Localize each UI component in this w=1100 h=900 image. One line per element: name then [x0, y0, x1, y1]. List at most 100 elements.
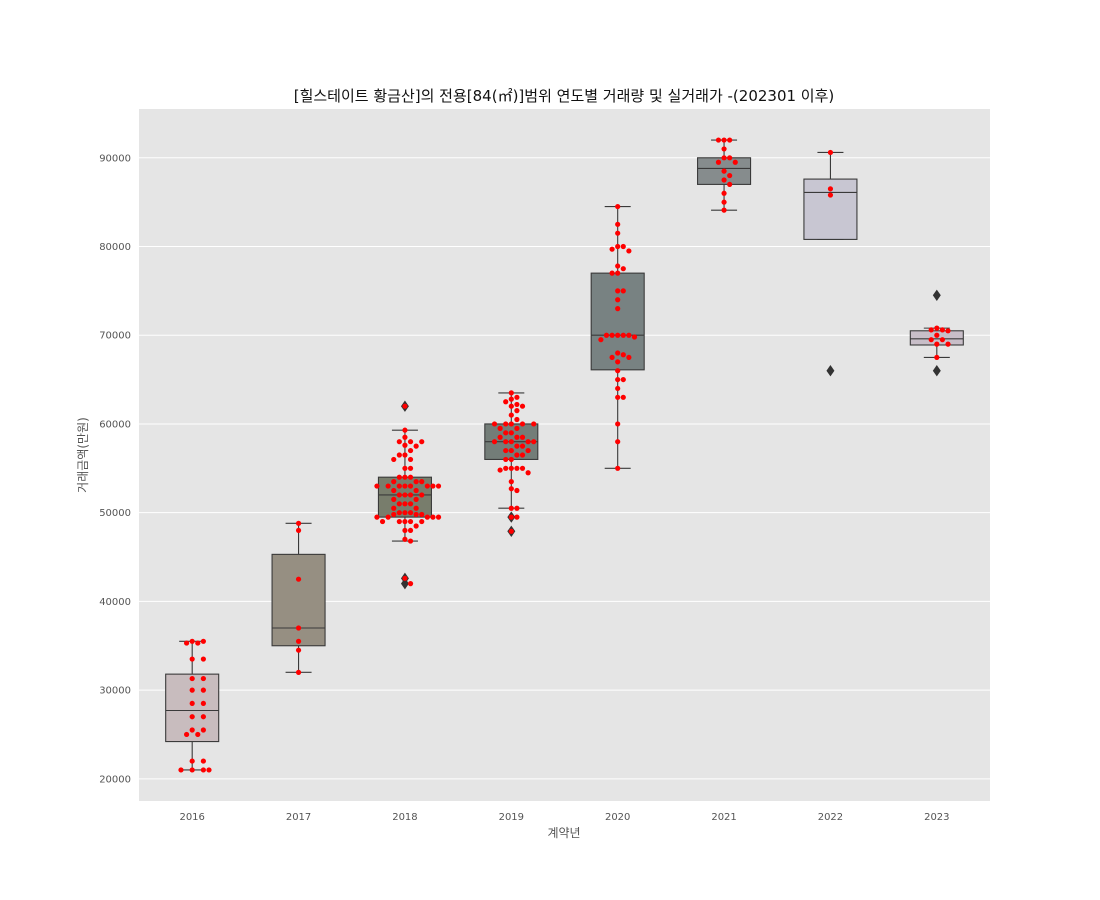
- data-point: [374, 514, 380, 520]
- data-point: [419, 479, 425, 485]
- data-point: [514, 452, 520, 458]
- data-point: [503, 399, 509, 405]
- data-point: [615, 297, 621, 303]
- x-tick-label: 2019: [499, 812, 524, 823]
- data-point: [424, 483, 430, 489]
- data-point: [430, 514, 436, 520]
- data-point: [620, 394, 626, 400]
- data-point: [396, 492, 402, 498]
- data-point: [402, 527, 408, 534]
- data-point: [391, 456, 397, 463]
- data-point: [379, 518, 386, 525]
- data-point: [508, 486, 514, 492]
- data-point: [407, 501, 414, 507]
- data-point: [508, 505, 514, 511]
- data-point: [295, 669, 302, 675]
- chart-title: [힐스테이트 황금산]의 전용[84(㎡)]범위 연도별 거래량 및 실거래가 …: [294, 87, 835, 105]
- data-point: [200, 700, 206, 707]
- data-point: [531, 439, 537, 445]
- data-point: [396, 474, 402, 480]
- data-point: [200, 727, 206, 733]
- data-point: [508, 412, 514, 418]
- x-tick-label: 2023: [924, 812, 949, 823]
- data-point: [519, 403, 526, 409]
- data-point: [615, 203, 621, 210]
- data-point: [189, 714, 195, 720]
- data-point: [407, 518, 414, 525]
- data-point: [200, 714, 206, 720]
- data-point: [615, 230, 621, 236]
- data-point: [402, 403, 408, 409]
- data-point: [508, 479, 514, 485]
- data-point: [945, 341, 951, 347]
- data-point: [519, 465, 526, 471]
- data-point: [295, 527, 302, 534]
- data-point: [508, 465, 514, 471]
- data-point: [200, 687, 206, 693]
- data-point: [615, 263, 621, 269]
- data-point: [435, 483, 442, 489]
- y-tick-label: 40000: [99, 597, 131, 608]
- data-point: [402, 483, 408, 489]
- data-point: [514, 416, 520, 423]
- data-point: [407, 581, 414, 587]
- data-point: [615, 288, 621, 294]
- data-point: [435, 514, 442, 520]
- data-point: [407, 439, 414, 445]
- data-point: [200, 675, 206, 682]
- data-point: [598, 337, 604, 343]
- data-point: [508, 403, 514, 409]
- data-point: [626, 354, 632, 361]
- data-point: [391, 479, 397, 485]
- data-point: [189, 638, 195, 644]
- data-point: [603, 332, 610, 338]
- data-point: [189, 687, 195, 693]
- data-point: [934, 354, 940, 361]
- data-point: [385, 483, 391, 489]
- data-point: [945, 328, 951, 334]
- data-point: [424, 514, 430, 520]
- y-tick-label: 70000: [99, 331, 131, 342]
- y-tick-label: 90000: [99, 153, 131, 164]
- data-point: [615, 270, 621, 276]
- data-point: [615, 376, 621, 383]
- data-point: [934, 332, 940, 338]
- data-point: [508, 514, 514, 520]
- data-point: [183, 640, 190, 646]
- flier-diamond: [932, 289, 941, 302]
- data-point: [727, 172, 733, 179]
- data-point: [497, 467, 503, 473]
- data-point: [503, 447, 509, 454]
- data-point: [620, 266, 626, 272]
- data-point: [514, 514, 520, 520]
- x-tick-label: 2022: [818, 812, 843, 823]
- data-point: [419, 439, 425, 445]
- y-tick-label: 30000: [99, 686, 131, 697]
- data-point: [514, 487, 520, 494]
- data-point: [514, 443, 520, 449]
- data-point: [402, 442, 408, 448]
- data-point: [503, 439, 509, 445]
- data-point: [402, 510, 408, 516]
- data-point: [396, 452, 402, 458]
- data-point: [508, 430, 514, 436]
- data-point: [508, 396, 514, 402]
- data-point: [183, 731, 190, 738]
- data-point: [508, 528, 514, 534]
- data-point: [721, 146, 727, 152]
- data-point: [525, 439, 531, 445]
- data-point: [531, 421, 537, 427]
- data-point: [295, 520, 302, 526]
- data-point: [620, 243, 626, 250]
- data-point: [827, 192, 834, 198]
- data-point: [514, 408, 520, 414]
- data-point: [413, 496, 419, 502]
- data-point: [295, 638, 302, 644]
- data-point: [402, 465, 408, 471]
- flier-diamond: [932, 365, 941, 377]
- data-point: [721, 199, 727, 205]
- data-point: [721, 207, 727, 213]
- data-point: [402, 575, 408, 581]
- data-point: [934, 341, 940, 347]
- data-point: [615, 332, 621, 338]
